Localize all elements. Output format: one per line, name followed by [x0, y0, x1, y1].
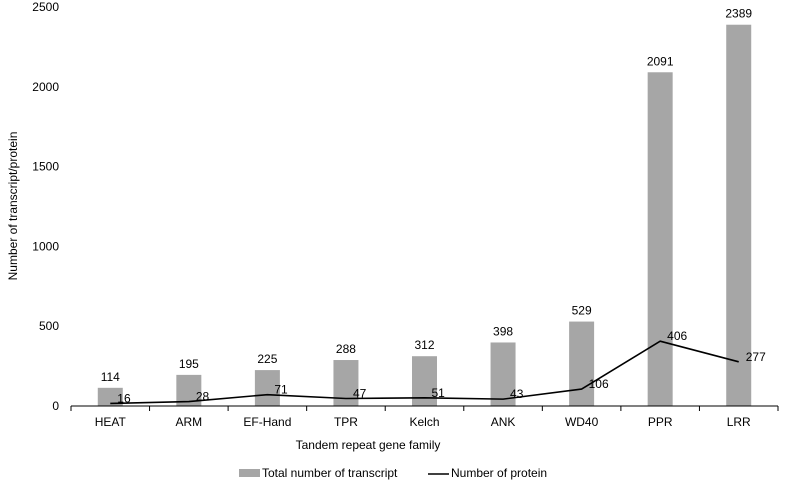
bar [647, 72, 673, 406]
line-value-label: 43 [510, 387, 524, 401]
y-axis-title: Number of transcript/protein [6, 132, 20, 281]
legend-line-label: Number of protein [451, 466, 547, 480]
x-tick-label: PPR [648, 415, 673, 429]
x-tick-label: EF-Hand [243, 415, 291, 429]
data-labels: 114 195 225 288 312 398 529 2091 2389 16 28 71 47 51 4… [101, 7, 766, 406]
bar-value-label: 114 [101, 370, 120, 384]
x-tick-label: TPR [334, 415, 358, 429]
x-tick-label: WD40 [565, 415, 599, 429]
bar [569, 321, 595, 406]
bar [726, 24, 752, 406]
line-series [110, 340, 739, 405]
line-value-label: 406 [667, 329, 687, 343]
bar-value-label: 312 [414, 338, 434, 352]
y-tick-label: 1500 [32, 160, 59, 174]
line-value-label: 51 [432, 386, 446, 400]
y-tick-label: 2000 [32, 80, 59, 94]
x-axis-title: Tandem repeat gene family [296, 438, 441, 452]
y-tick-label: 2500 [32, 0, 59, 14]
x-tick-label: LRR [727, 415, 751, 429]
legend: Total number of transcript Number of pro… [239, 466, 547, 480]
bar-value-label: 398 [493, 324, 513, 338]
y-tick-label: 0 [52, 399, 59, 413]
bar-value-label: 195 [179, 357, 199, 371]
x-tick-label: HEAT [95, 415, 127, 429]
x-tick-label: ANK [491, 415, 516, 429]
y-tick-label: 500 [39, 319, 59, 333]
protein-line [110, 340, 739, 405]
line-value-label: 277 [746, 350, 766, 364]
line-value-label: 47 [353, 386, 367, 400]
x-axis: HEAT ARM EF-Hand TPR Kelch ANK WD40 PPR LRR [70, 405, 779, 429]
x-tick-label: Kelch [409, 415, 439, 429]
bar [490, 342, 516, 406]
bar [254, 370, 280, 406]
line-value-label: 71 [274, 383, 288, 397]
bar [97, 387, 123, 406]
y-tick-label: 1000 [32, 239, 59, 253]
legend-bar-swatch [239, 469, 260, 477]
bar-value-label: 225 [257, 352, 277, 366]
bar-value-label: 529 [572, 304, 592, 318]
x-tick-label: ARM [175, 415, 202, 429]
bar-value-label: 2091 [647, 54, 674, 68]
line-value-label: 106 [589, 377, 609, 391]
legend-bar-label: Total number of transcript [262, 466, 398, 480]
y-axis: 0 500 1000 1500 2000 2500 [32, 0, 59, 413]
line-value-label: 28 [196, 390, 210, 404]
bar-value-label: 288 [336, 342, 356, 356]
line-value-label: 16 [117, 391, 131, 405]
bar-value-label: 2389 [725, 7, 752, 21]
